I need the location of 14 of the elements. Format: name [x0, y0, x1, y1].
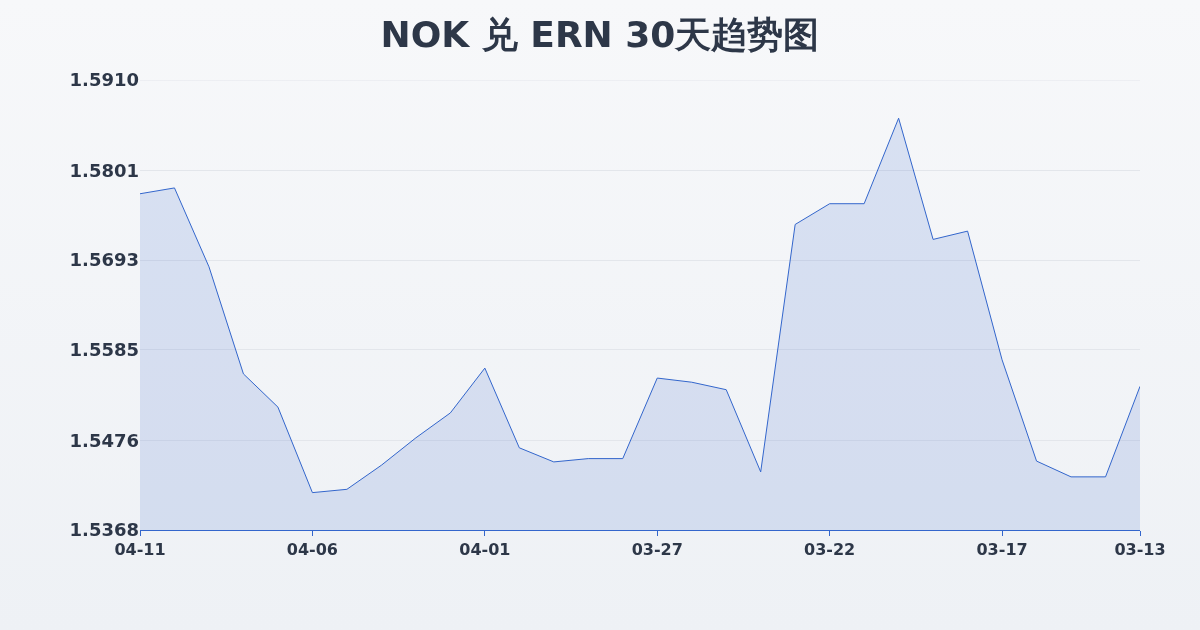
- x-tick-label: 04-06: [286, 540, 338, 560]
- y-tick-label: 1.5368: [69, 519, 139, 541]
- x-tick-label: 03-17: [976, 540, 1028, 560]
- y-tick-label: 1.5801: [69, 159, 139, 181]
- x-tick-label: 04-11: [114, 540, 166, 560]
- y-tick-label: 1.5476: [69, 429, 139, 451]
- x-tick-label: 04-01: [459, 540, 511, 560]
- x-tick-label: 03-27: [631, 540, 683, 560]
- y-tick-label: 1.5693: [69, 249, 139, 271]
- y-tick-label: 1.5585: [69, 339, 139, 361]
- x-tick-label: 03-13: [1114, 540, 1166, 560]
- y-tick-label: 1.5910: [69, 69, 139, 91]
- chart-title: NOK 兑 ERN 30天趋势图: [380, 14, 820, 56]
- x-tick-label: 03-22: [804, 540, 856, 560]
